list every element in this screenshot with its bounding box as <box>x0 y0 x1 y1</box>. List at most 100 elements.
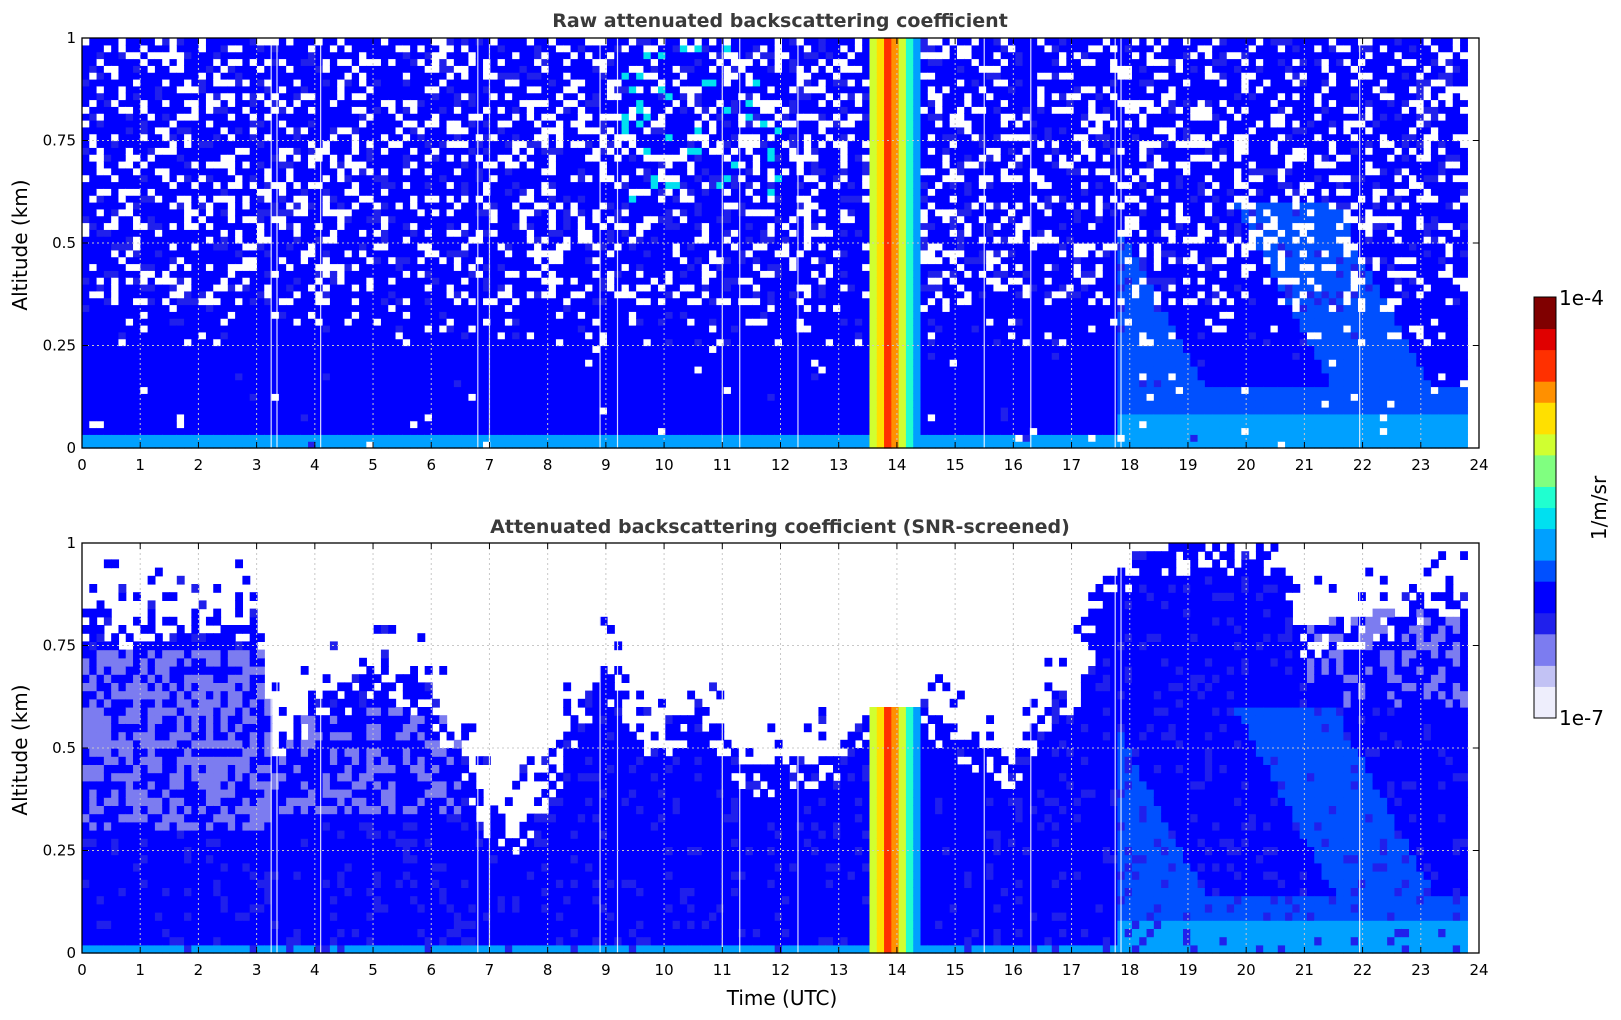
heatmap-cell <box>381 93 389 100</box>
heatmap-cell <box>148 421 156 428</box>
heatmap-cell <box>571 250 579 257</box>
heatmap-cell <box>148 407 156 414</box>
heatmap-cell <box>162 86 170 93</box>
heatmap-cell <box>549 141 557 148</box>
heatmap-cell <box>512 147 520 154</box>
heatmap-cell <box>221 168 229 175</box>
heatmap-cell <box>563 223 571 230</box>
heatmap-cell <box>468 393 476 400</box>
heatmap-cell <box>140 175 148 182</box>
heatmap-cell <box>199 45 207 52</box>
heatmap-cell <box>505 325 513 332</box>
heatmap-cell <box>359 182 367 189</box>
heatmap-cell <box>643 154 651 161</box>
heatmap-cell <box>323 264 331 271</box>
heatmap-cell <box>148 209 156 216</box>
heatmap-cell <box>352 175 360 182</box>
heatmap-cell <box>410 428 418 435</box>
heatmap-cell <box>213 52 221 59</box>
heatmap-cell <box>665 229 673 236</box>
heatmap-cell <box>279 359 287 366</box>
heatmap-cell <box>622 79 630 86</box>
heatmap-cell <box>118 421 126 428</box>
heatmap-cell <box>622 428 630 435</box>
heatmap-cell <box>432 250 440 257</box>
heatmap-cell <box>527 250 535 257</box>
heatmap-cell <box>330 366 338 373</box>
heatmap-cell <box>527 59 535 66</box>
heatmap-cell <box>221 52 229 59</box>
heatmap-cell <box>410 243 418 250</box>
heatmap-cell <box>352 59 360 66</box>
heatmap-cell <box>293 243 301 250</box>
heatmap-cell <box>417 428 425 435</box>
heatmap-cell <box>228 120 236 127</box>
heatmap-cell <box>578 65 586 72</box>
heatmap-cell <box>658 175 666 182</box>
heatmap-cell <box>629 106 637 113</box>
heatmap-cell <box>556 127 564 134</box>
heatmap-cell <box>301 359 309 366</box>
heatmap-cell <box>417 45 425 52</box>
heatmap-cell <box>315 209 323 216</box>
heatmap-cell <box>148 277 156 284</box>
heatmap-cell <box>680 175 688 182</box>
heatmap-cell <box>242 134 250 141</box>
heatmap-cell <box>447 229 455 236</box>
heatmap-cell <box>629 154 637 161</box>
heatmap-cell <box>111 434 119 441</box>
heatmap-cell <box>359 352 367 359</box>
heatmap-cell <box>468 366 476 373</box>
heatmap-cell <box>330 414 338 421</box>
heatmap-cell <box>89 318 97 325</box>
heatmap-cell <box>286 100 294 107</box>
heatmap-cell <box>527 270 535 277</box>
heatmap-cell <box>330 147 338 154</box>
heatmap-cell <box>549 229 557 236</box>
heatmap-cell <box>607 65 615 72</box>
heatmap-cell <box>213 223 221 230</box>
heatmap-cell <box>140 79 148 86</box>
heatmap-cell <box>600 346 608 353</box>
heatmap-cell <box>658 407 666 414</box>
heatmap-cell <box>118 182 126 189</box>
heatmap-cell <box>447 175 455 182</box>
heatmap-cell <box>111 339 119 346</box>
heatmap-cell <box>396 270 404 277</box>
heatmap-cell <box>505 216 513 223</box>
heatmap-cell <box>447 161 455 168</box>
heatmap-cell <box>111 127 119 134</box>
heatmap-cell <box>571 277 579 284</box>
heatmap-cell <box>432 45 440 52</box>
heatmap-cell <box>89 202 97 209</box>
heatmap-cell <box>89 59 97 66</box>
heatmap-cell <box>199 387 207 394</box>
heatmap-cell <box>301 428 309 435</box>
heatmap-cell <box>578 346 586 353</box>
heatmap-cell <box>228 182 236 189</box>
heatmap-cell <box>242 113 250 120</box>
heatmap-cell <box>541 387 549 394</box>
heatmap-cell <box>213 264 221 271</box>
heatmap-cell <box>162 216 170 223</box>
heatmap-cell <box>330 113 338 120</box>
heatmap-cell <box>447 127 455 134</box>
heatmap-cell <box>315 188 323 195</box>
heatmap-cell <box>468 352 476 359</box>
heatmap-cell <box>257 59 265 66</box>
heatmap-cell <box>461 298 469 305</box>
heatmap-cell <box>279 318 287 325</box>
heatmap-cell <box>359 428 367 435</box>
heatmap-cell <box>651 359 659 366</box>
heatmap-cell <box>184 250 192 257</box>
heatmap-cell <box>111 38 119 45</box>
heatmap-cell <box>228 291 236 298</box>
heatmap-cell <box>118 161 126 168</box>
heatmap-cell <box>228 311 236 318</box>
heatmap-cell <box>541 106 549 113</box>
heatmap-cell <box>447 168 455 175</box>
heatmap-cell <box>425 182 433 189</box>
heatmap-cell <box>359 325 367 332</box>
heatmap-cell <box>213 45 221 52</box>
heatmap-cell <box>658 346 666 353</box>
